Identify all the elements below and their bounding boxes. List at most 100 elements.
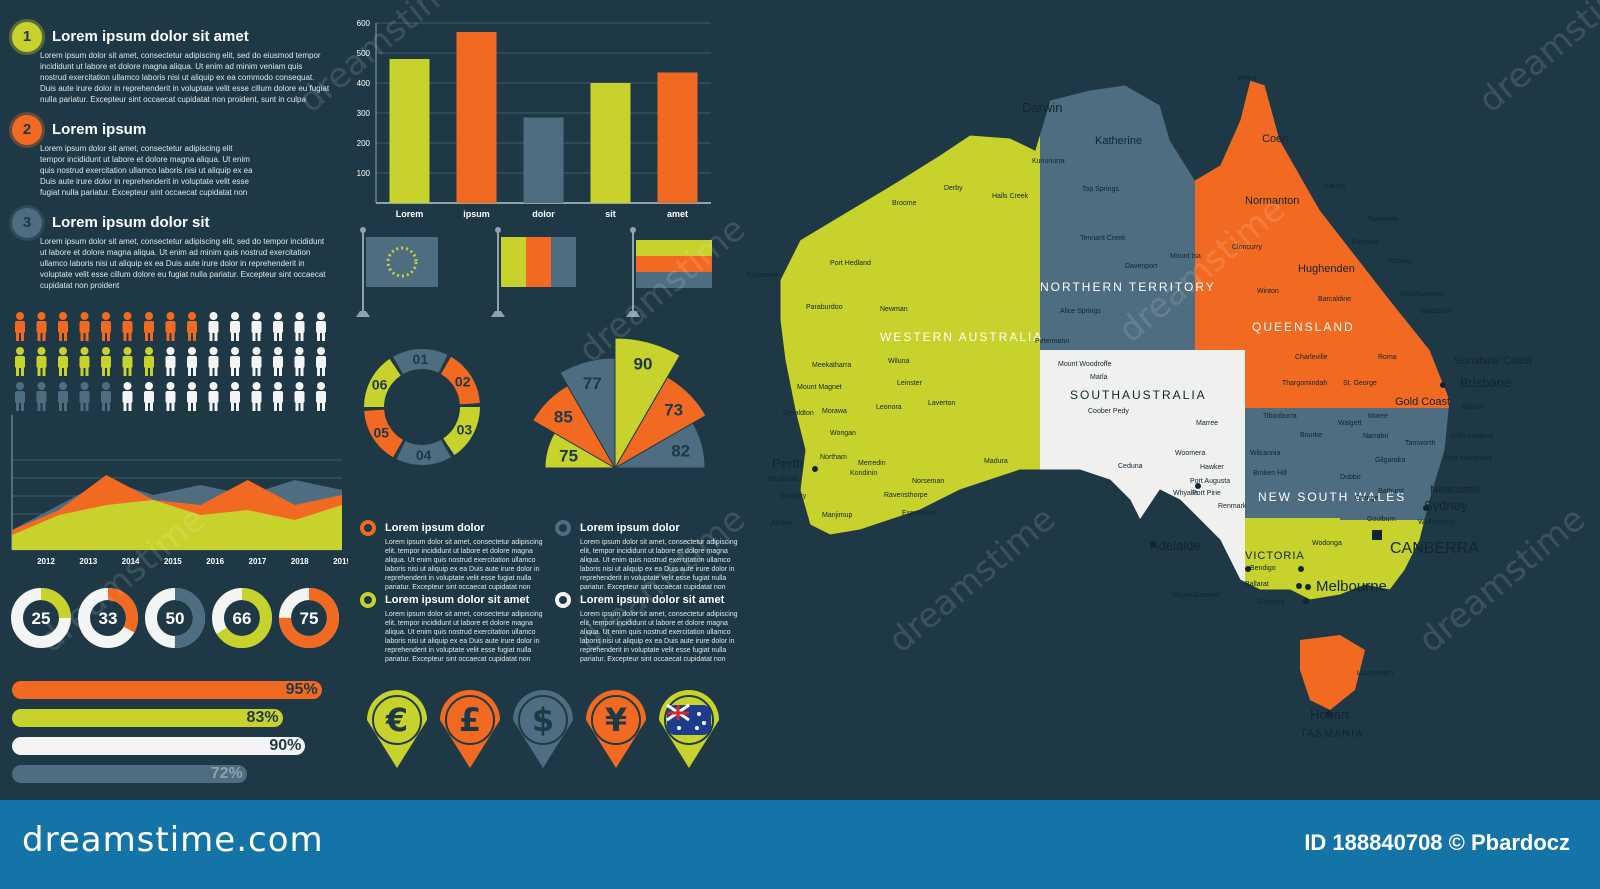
state-label: WESTERN AUSTRALIA — [880, 330, 1044, 344]
city-label: Kondinin — [850, 470, 878, 477]
city-label: Moree — [1368, 413, 1388, 420]
step-number-badge: 2 — [12, 115, 42, 145]
progress-bar-label: 83% — [246, 709, 279, 726]
city-label: Marree — [1196, 420, 1219, 427]
donut-fill — [145, 588, 205, 648]
person-icon — [144, 347, 154, 376]
city-label: Woomera — [1175, 450, 1206, 457]
person-icon — [294, 382, 305, 411]
city-label: Merredin — [858, 460, 886, 467]
ring-label: 04 — [416, 447, 432, 463]
city-label: Esperance — [902, 510, 936, 517]
city-label: Kununurra — [1032, 158, 1065, 165]
city-dot-marker — [1195, 483, 1201, 489]
x-tick-label: 2018 — [291, 557, 309, 566]
city-label: Petermann — [1035, 338, 1070, 345]
y-tick-label: 200 — [357, 139, 371, 148]
city-label: Charleville — [1295, 354, 1328, 361]
state-label: SOUTHAUSTRALIA — [1070, 388, 1207, 402]
donut-center — [292, 601, 326, 635]
city-dot-marker — [1440, 382, 1446, 388]
x-tick-label: 2016 — [206, 557, 224, 566]
person-icon — [251, 347, 262, 376]
tasmania-region — [1300, 635, 1365, 710]
city-label: Morawa — [822, 408, 847, 415]
person-icon — [294, 347, 305, 376]
dollar-icon: $ — [513, 690, 573, 768]
city-label: Orange — [1355, 495, 1379, 502]
ring-segment — [441, 356, 480, 405]
city-label: Davenport — [1125, 263, 1158, 270]
info-block-title: Lorem ipsum dolor sit amet — [580, 594, 725, 606]
donut-label: 50 — [166, 609, 185, 628]
x-tick-label: Lorem — [396, 209, 424, 219]
city-label: Goulburn — [1367, 516, 1396, 523]
person-icon — [230, 347, 240, 376]
step-number-badge: 3 — [12, 208, 42, 238]
donut-center — [91, 601, 125, 635]
city-label: Top Springs — [1082, 186, 1119, 193]
city-label: Port Hedland — [830, 260, 871, 267]
city-label: Wongan — [830, 430, 856, 437]
city-label: St. George — [1343, 380, 1377, 387]
person-icon — [187, 312, 197, 341]
tricolor-vertical-flag-icon — [491, 227, 576, 317]
bar-ipsum — [456, 32, 497, 203]
infographic-canvas: 1 Lorem ipsum dolor sit amet Lorem ipsum d… — [11, 0, 1600, 783]
person-icon — [273, 312, 283, 341]
city-label: Dubbo — [1340, 474, 1361, 481]
tricolor-horizontal-flag-icon — [626, 227, 712, 317]
city-label: Newman — [880, 306, 908, 313]
australia-map — [779, 79, 1451, 710]
radial-label: 73 — [664, 400, 683, 419]
person-icon — [273, 347, 283, 376]
city-label: Rockhampton — [1400, 291, 1444, 298]
person-icon — [144, 312, 154, 341]
capital-label: CANBERRA — [1390, 540, 1479, 557]
city-label: Leinster — [897, 380, 922, 387]
city-label: Coen — [1262, 133, 1289, 145]
y-tick-label: 400 — [357, 79, 371, 88]
city-dot-marker — [1296, 583, 1302, 589]
person-icon — [122, 382, 133, 411]
x-tick-label: dolor — [532, 209, 555, 219]
city-label: Bathurst — [1378, 488, 1405, 495]
svg-text:¥: ¥ — [605, 701, 627, 739]
info-block-title: Lorem ipsum dolor sit amet — [385, 594, 530, 606]
city-label: Geelong — [1258, 599, 1285, 606]
city-label: Weipa — [1237, 75, 1257, 82]
city-label: Kalgoorlie — [747, 272, 779, 279]
person-icon — [36, 312, 47, 341]
city-dot-marker — [1326, 711, 1332, 717]
state-label: QUEENSLAND — [1252, 320, 1355, 334]
info-bullet-icon — [555, 592, 571, 608]
person-icon — [316, 382, 326, 411]
x-tick-label: 2017 — [249, 557, 267, 566]
ring-label: 03 — [457, 422, 473, 438]
person-icon — [58, 382, 68, 411]
step-text: Lorem ipsum dolor sit amet, consectetur … — [40, 237, 326, 290]
y-tick-label: 600 — [357, 19, 371, 28]
city-label: Wodonga — [1312, 540, 1342, 547]
city-label: Ravensthorpe — [884, 492, 928, 499]
dreamstime-logo[interactable]: dreamstime.com — [22, 820, 324, 860]
progress-bar-fill — [12, 737, 306, 755]
person-icon — [36, 347, 47, 376]
city-label: Whyalla — [1173, 490, 1198, 497]
city-label: Halls Creek — [992, 193, 1029, 200]
progress-bar-label: 95% — [285, 681, 318, 698]
person-icon — [79, 347, 90, 376]
ring-chart: 01 02 03 04 05 06 — [364, 349, 480, 465]
radial-label: 82 — [671, 441, 690, 460]
city-label: Cloncurry — [1232, 244, 1262, 251]
ring-segment — [443, 407, 480, 456]
progress-bar-label: 90% — [269, 737, 302, 754]
city-label: Hughenden — [1298, 263, 1355, 275]
city-label: Wilcannia — [1250, 450, 1281, 457]
x-tick-label: 2014 — [122, 557, 140, 566]
city-label: Gladstone — [1420, 308, 1452, 315]
image-credit: ID 188840708 © Pbardocz — [1304, 830, 1570, 855]
progress-bar-fill — [12, 709, 283, 727]
city-label: Bunbury — [780, 493, 807, 500]
person-icon — [58, 312, 68, 341]
